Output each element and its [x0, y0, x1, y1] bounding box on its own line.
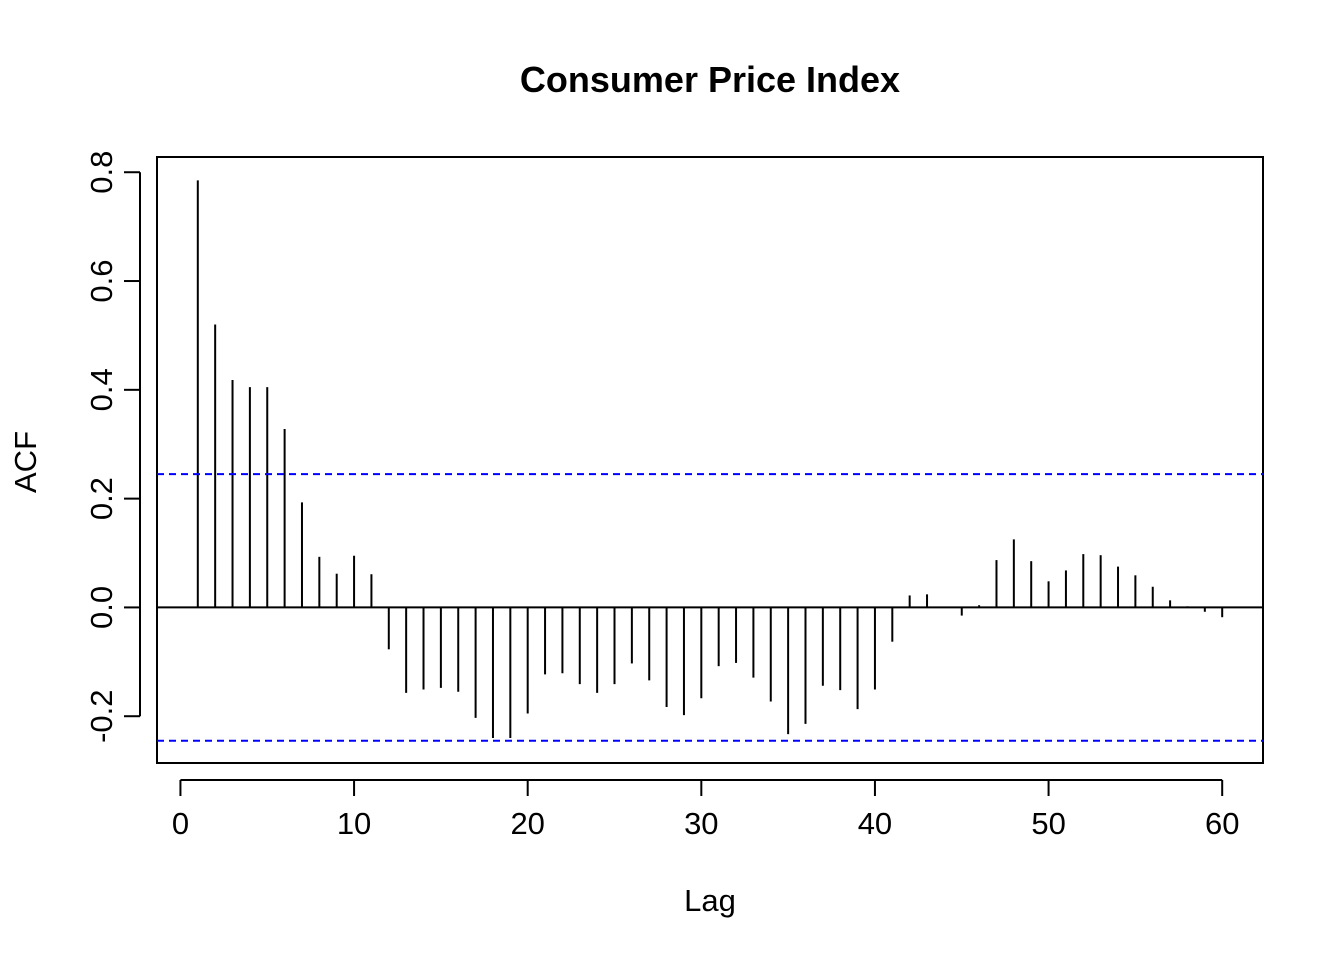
y-tick-label: 0.2 — [84, 477, 119, 520]
x-axis-label: Lag — [684, 883, 736, 918]
chart-title: Consumer Price Index — [520, 59, 900, 100]
x-tick-label: 60 — [1205, 806, 1239, 841]
y-tick-label: 0.0 — [84, 586, 119, 629]
y-tick-label: -0.2 — [84, 690, 119, 743]
y-axis: -0.2 0.0 0.2 0.4 0.6 0.8 — [84, 151, 141, 743]
x-tick-label: 40 — [858, 806, 892, 841]
x-tick-label: 50 — [1031, 806, 1065, 841]
acf-bars — [196, 180, 1224, 738]
y-axis-label: ACF — [8, 431, 43, 493]
x-tick-label: 10 — [337, 806, 371, 841]
x-axis: 0 10 20 30 40 50 60 — [172, 779, 1239, 841]
x-tick-label: 30 — [684, 806, 718, 841]
x-tick-label: 0 — [172, 806, 189, 841]
plot-area-border — [156, 156, 1264, 764]
reference-lines — [157, 473, 1263, 742]
y-tick-label: 0.4 — [84, 368, 119, 411]
y-tick-label: 0.8 — [84, 151, 119, 194]
x-tick-label: 20 — [510, 806, 544, 841]
y-tick-label: 0.6 — [84, 259, 119, 302]
